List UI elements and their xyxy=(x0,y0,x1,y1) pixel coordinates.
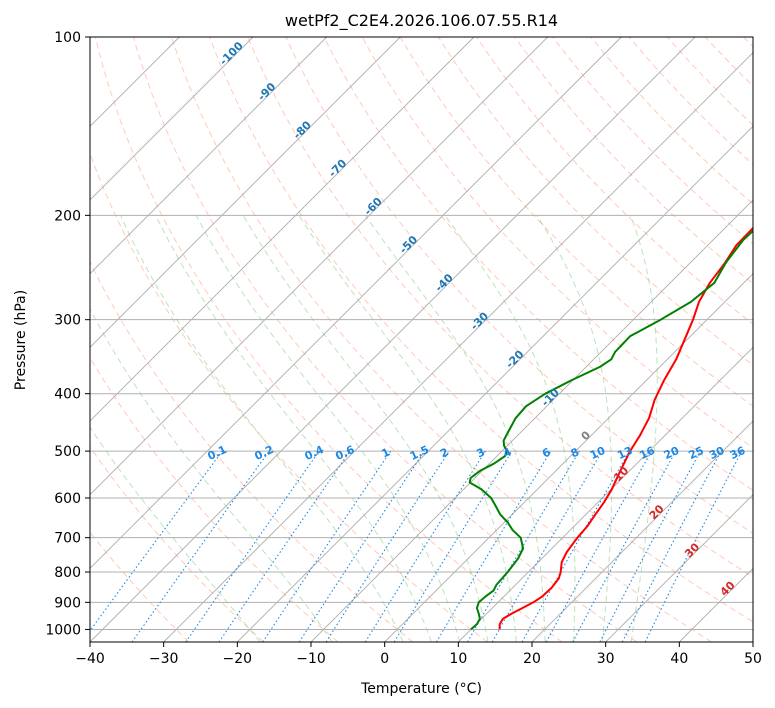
dry-adiabat-line xyxy=(476,37,753,325)
dry-adiabat-line xyxy=(90,446,264,642)
x-tick-label: 20 xyxy=(523,651,541,667)
y-tick-label: 100 xyxy=(54,30,81,46)
x-tick-label: −40 xyxy=(75,651,105,667)
isotherm-line xyxy=(90,37,254,201)
y-tick-label: 300 xyxy=(54,313,81,329)
isotherm-line xyxy=(90,37,622,569)
x-tick-label: 0 xyxy=(380,651,389,667)
mixing-ratio-label: 13 xyxy=(615,444,634,462)
isotherm-line xyxy=(310,199,753,642)
chart-title: wetPf2_C2E4.2026.106.07.55.R14 xyxy=(285,11,558,31)
mixing-ratio-line xyxy=(90,450,223,632)
x-axis-title: Temperature (°C) xyxy=(360,681,482,697)
x-tick-label: −30 xyxy=(149,651,179,667)
isotherm-line xyxy=(90,37,401,348)
mixing-ratio-line xyxy=(325,450,450,642)
mixing-ratio-line xyxy=(185,450,320,642)
isotherm-line xyxy=(237,125,753,642)
moist-adiabat-line xyxy=(536,215,613,642)
mixing-ratio-line xyxy=(521,450,630,642)
mixing-ratio-label: 10 xyxy=(588,444,608,462)
moist-adiabat-line xyxy=(364,215,546,642)
isotherm-line xyxy=(90,37,475,422)
x-tick-label: 10 xyxy=(449,651,467,667)
isotherm-line xyxy=(384,273,753,642)
dry-adiabat-line xyxy=(628,37,753,166)
isotherm-line xyxy=(90,37,696,642)
moist-adiabat-line xyxy=(242,215,489,642)
moist-adiabat-line xyxy=(90,426,261,642)
mixing-ratio-line xyxy=(435,450,552,642)
dry-adiabat-line xyxy=(209,37,753,623)
mixing-ratio-label: 30 xyxy=(707,444,727,462)
x-tick-label: 30 xyxy=(597,651,615,667)
temperature-profile-line xyxy=(498,226,753,630)
dry-adiabat-line xyxy=(323,37,753,491)
mixing-ratio-label: 16 xyxy=(638,444,658,462)
mixing-ratio-line xyxy=(393,450,513,642)
axes-layer: −40 −30 −20 −10 0 10 20 30 40 50 100 200 300 400 500 60… xyxy=(45,30,762,667)
dry-adiabat-line xyxy=(132,37,638,642)
mixing-ratio-line xyxy=(131,450,270,642)
moist-adiabat-line xyxy=(120,215,404,642)
x-tick-label: 40 xyxy=(670,651,688,667)
moist-adiabat-line xyxy=(630,215,658,642)
isotherm-line xyxy=(90,37,548,496)
isotherm-line xyxy=(605,494,753,642)
mixing-ratio-line xyxy=(467,450,580,642)
dry-adiabat-line xyxy=(90,260,414,642)
y-tick-label: 200 xyxy=(54,208,81,224)
mixing-ratio-line xyxy=(545,450,653,642)
dry-adiabat-line xyxy=(94,37,563,642)
mixing-ratio-line xyxy=(572,450,677,642)
x-tick-label: 50 xyxy=(744,651,762,667)
plot-area xyxy=(90,37,753,642)
isotherm-line xyxy=(90,37,327,275)
isotherm-line xyxy=(458,346,753,642)
dry-adiabat-line xyxy=(247,37,753,578)
y-axis-title: Pressure (hPa) xyxy=(13,290,29,390)
x-tick-label: −10 xyxy=(296,651,326,667)
y-tick-label: 700 xyxy=(54,531,81,547)
y-tick-label: 1000 xyxy=(45,622,81,638)
y-tick-label: 800 xyxy=(54,565,81,581)
mixing-ratio-label: 25 xyxy=(687,444,706,462)
moist-adiabat-line xyxy=(195,215,461,642)
y-tick-label: 900 xyxy=(54,595,81,611)
mixing-ratio-line xyxy=(218,450,351,642)
plot-frame xyxy=(89,36,754,643)
isotherm-line xyxy=(163,52,753,642)
moist-adiabat-line xyxy=(90,308,333,642)
mixing-ratio-line xyxy=(364,450,486,642)
mixing-ratio-label: 36 xyxy=(728,444,748,462)
y-tick-label: 500 xyxy=(54,444,81,460)
isotherm-line xyxy=(531,420,753,642)
mixing-ratio-label: 20 xyxy=(662,444,682,462)
mixing-ratio-line xyxy=(491,450,603,642)
dewpoint-profile-line xyxy=(468,229,753,631)
y-tick-label: 400 xyxy=(54,387,81,403)
dry-adiabat-line xyxy=(514,37,753,285)
moist-adiabat-line xyxy=(155,215,432,642)
y-tick-label: 600 xyxy=(54,491,81,507)
dry-adiabat-line xyxy=(399,37,753,407)
x-tick-label: −20 xyxy=(223,651,253,667)
moist-adiabat-line xyxy=(444,215,576,642)
